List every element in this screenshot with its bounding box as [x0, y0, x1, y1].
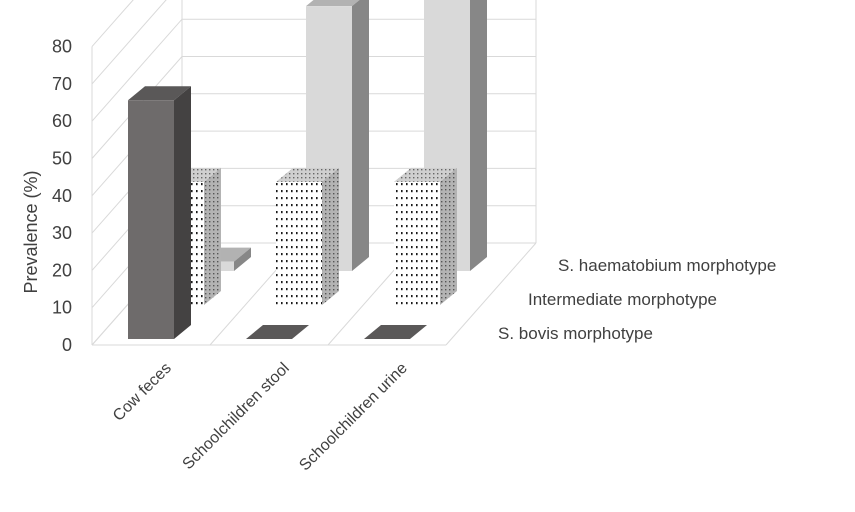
y-axis-ticks: 0 10 20 30 40 50 60 70 80	[52, 37, 72, 355]
bar	[276, 168, 339, 305]
y-tick-label: 10	[52, 298, 72, 318]
y-tick-label: 40	[52, 186, 72, 206]
bar	[364, 325, 427, 339]
depth-axis-series-labels: S. bovis morphotype Intermediate morphoty…	[498, 256, 776, 343]
x-category-label: Cow feces	[110, 360, 175, 425]
y-tick-label: 30	[52, 223, 72, 243]
y-tick-label: 70	[52, 74, 72, 94]
bar	[128, 86, 191, 339]
bar	[246, 325, 309, 339]
series-label: Intermediate morphotype	[528, 290, 717, 309]
series-label: S. haematobium morphotype	[558, 256, 776, 275]
y-tick-label: 80	[52, 37, 72, 57]
y-tick-label: 0	[62, 335, 72, 355]
y-axis-label: Prevalence (%)	[21, 170, 41, 293]
x-category-label: Schoolchildren stool	[180, 360, 293, 473]
x-category-label: Schoolchildren urine	[296, 360, 411, 475]
bar	[394, 168, 457, 305]
y-tick-label: 20	[52, 260, 72, 280]
y-tick-label: 50	[52, 149, 72, 169]
series-label: S. bovis morphotype	[498, 324, 653, 343]
y-tick-label: 60	[52, 111, 72, 131]
